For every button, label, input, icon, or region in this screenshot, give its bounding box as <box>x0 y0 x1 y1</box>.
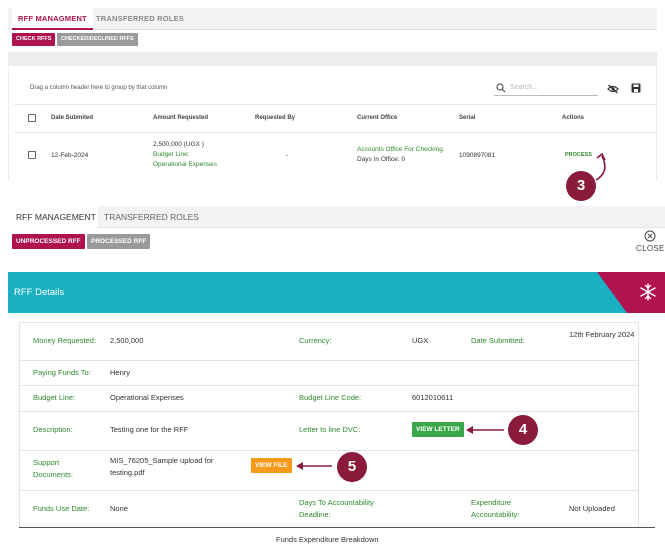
callout-badge-5: 5 <box>337 452 367 482</box>
callout-badge-3: 3 <box>566 171 596 201</box>
tab-transferred-roles[interactable]: TRANSFERRED ROLES <box>96 14 184 23</box>
col-actions[interactable]: Actions <box>562 115 585 121</box>
rff-details-header: RFF Details <box>8 272 665 313</box>
budget-line-code-value: 6012010611 <box>412 393 454 402</box>
funds-use-date-value: None <box>110 504 128 513</box>
support-documents-value: MIS_76205_Sample upload for testing.pdf <box>110 456 214 477</box>
tab-rff-management[interactable]: RFF MANAGEMENT <box>8 206 98 228</box>
row-current-office: Accounts Office For Checking <box>357 146 443 153</box>
header-corner-decoration <box>597 272 665 313</box>
top-tab-bar: RFF MANAGMENT TRANSFERRED ROLES <box>8 8 657 30</box>
col-current-office[interactable]: Current Office <box>357 115 398 121</box>
row-amount: 2,500,000 (UGX ) <box>153 141 204 148</box>
rff-details-title: RFF Details <box>14 287 65 298</box>
save-icon[interactable] <box>631 83 641 93</box>
col-amount-requested[interactable]: Amount Requested <box>153 115 209 121</box>
search-icon <box>496 83 506 93</box>
check-rffs-button[interactable]: CHECK RFFS <box>12 33 56 46</box>
days-to-accountability-label: Days To Accountability Deadline: <box>299 498 374 519</box>
arrow-left-icon <box>296 462 332 470</box>
col-date-submited[interactable]: Date Submited <box>51 115 94 121</box>
funds-expenditure-breakdown-title: Funds Expenditure Breakdown <box>276 535 379 544</box>
view-letter-button[interactable]: VIEW LETTER <box>412 422 464 437</box>
close-button[interactable]: CLOSE <box>634 228 664 256</box>
row-serial: 1090897081 <box>459 152 496 159</box>
checked-declined-rffs-button[interactable]: CHECKED/DECLINED RFFS <box>57 33 138 46</box>
paying-funds-value: Henry <box>110 368 131 377</box>
col-serial[interactable]: Serial <box>459 115 476 121</box>
close-icon <box>644 230 656 242</box>
row-checkbox[interactable] <box>28 151 36 159</box>
tab-transferred-roles-2[interactable]: TRANSFERRED ROLES <box>104 212 199 222</box>
rff-table-card <box>8 66 657 180</box>
money-requested-value: 2,500,000 <box>110 336 144 345</box>
money-requested-label: Money Requested: <box>33 336 96 345</box>
toolbar-spacer <box>8 52 657 66</box>
budget-line-code-label: Budget Line Code: <box>299 393 362 402</box>
row-budget-line-value: Operational Expenses <box>153 161 217 168</box>
paying-funds-label: Paying Funds To: <box>33 368 91 377</box>
processed-rff-button[interactable]: PROCESSED RFF <box>87 234 151 249</box>
row-requested-by: - <box>286 152 289 159</box>
description-label: Description: <box>33 425 73 434</box>
budget-line-label: Budget Line: <box>33 393 76 402</box>
callout-badge-4: 4 <box>508 415 538 445</box>
letter-to-line-dvc-label: Letter to line DVC: <box>299 425 361 434</box>
description-value: Testing one for the RFF <box>110 425 189 434</box>
search-input[interactable]: Search... <box>510 84 539 91</box>
col-requested-by[interactable]: Requested By <box>255 115 296 121</box>
group-by-hint: Drag a column header here to group by th… <box>30 85 168 91</box>
row-date: 12-Feb-2024 <box>51 152 89 159</box>
section-divider <box>19 527 655 528</box>
date-submitted-label: Date Submitted: <box>471 336 525 345</box>
unprocessed-rff-button[interactable]: UNPROCESSED RFF <box>12 234 85 249</box>
currency-label: Currency: <box>299 336 332 345</box>
close-label: CLOSE <box>636 244 665 253</box>
hide-columns-icon[interactable] <box>607 84 619 94</box>
select-all-checkbox[interactable] <box>28 114 36 122</box>
snowflake-icon <box>640 283 656 301</box>
arrow-left-icon <box>466 426 504 434</box>
row-days-in-office: Days In Office: 0 <box>357 156 405 163</box>
funds-use-date-label: Funds Use Date: <box>33 504 90 513</box>
expenditure-accountability-label: Expenditure Accountability: <box>471 498 520 519</box>
date-submitted-value: 12th February 2024 <box>569 330 635 339</box>
tab-rff-managment[interactable]: RFF MANAGMENT <box>12 8 93 30</box>
search-box[interactable]: Search... <box>494 81 598 96</box>
currency-value: UGX <box>412 336 429 345</box>
second-tab-bar: RFF MANAGEMENT TRANSFERRED ROLES <box>8 206 665 228</box>
support-documents-label: Support Documents: <box>33 458 74 479</box>
row-budget-line-label: Budget Line: <box>153 151 190 158</box>
curved-arrow-icon <box>595 152 606 181</box>
process-link[interactable]: PROCESS <box>565 152 592 158</box>
budget-line-value: Operational Expenses <box>110 393 184 402</box>
view-file-button[interactable]: VIEW FILE <box>251 458 292 473</box>
expenditure-accountability-value: Not Uploaded <box>569 504 615 513</box>
